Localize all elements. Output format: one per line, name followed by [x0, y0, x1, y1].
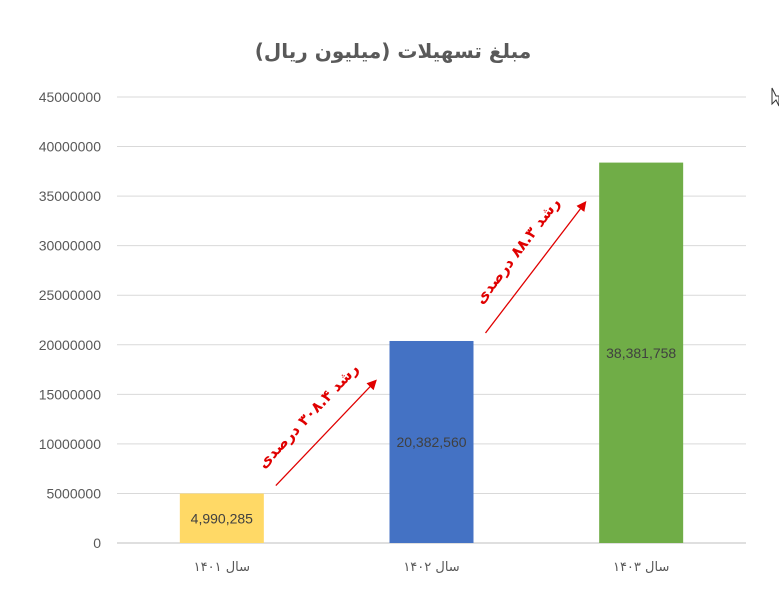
data-label: 20,382,560: [396, 434, 466, 450]
data-labels: 4,990,285 20,382,560 38,381,758: [191, 345, 677, 526]
growth-arrow: [275, 379, 377, 486]
y-tick-label: 35000000: [39, 188, 102, 204]
cursor-icon: [771, 87, 779, 107]
y-tick-label: 15000000: [39, 386, 102, 402]
data-label: 38,381,758: [606, 345, 676, 361]
bar: [599, 162, 684, 544]
y-tick-label: 5000000: [46, 485, 101, 501]
y-tick-label: 20000000: [39, 337, 102, 353]
bar: [179, 493, 264, 543]
x-axis: سال ۱۴۰۱ سال ۱۴۰۲ سال ۱۴۰۳: [194, 560, 670, 575]
y-tick-label: 30000000: [39, 238, 102, 254]
x-tick-label: سال ۱۴۰۱: [194, 560, 250, 575]
y-tick-label: 40000000: [39, 139, 102, 155]
x-tick-label: سال ۱۴۰۲: [403, 560, 459, 575]
x-tick-label: سال ۱۴۰۳: [613, 560, 669, 575]
y-tick-label: 10000000: [39, 436, 102, 452]
bars: [179, 162, 684, 544]
bar: [389, 340, 474, 543]
y-tick-label: 25000000: [39, 287, 102, 303]
growth-arrow: [484, 201, 587, 334]
growth-annotation: رشد ۳۰۸.۴ درصدی: [254, 360, 362, 472]
data-label: 4,990,285: [191, 510, 253, 526]
chart-title: مبلغ تسهیلات (میلیون ریال): [255, 39, 531, 63]
y-tick-label: 45000000: [39, 89, 102, 105]
y-axis: 0 5000000 10000000 15000000 20000000 25000000…: [39, 89, 102, 551]
y-tick-label: 0: [93, 535, 101, 551]
